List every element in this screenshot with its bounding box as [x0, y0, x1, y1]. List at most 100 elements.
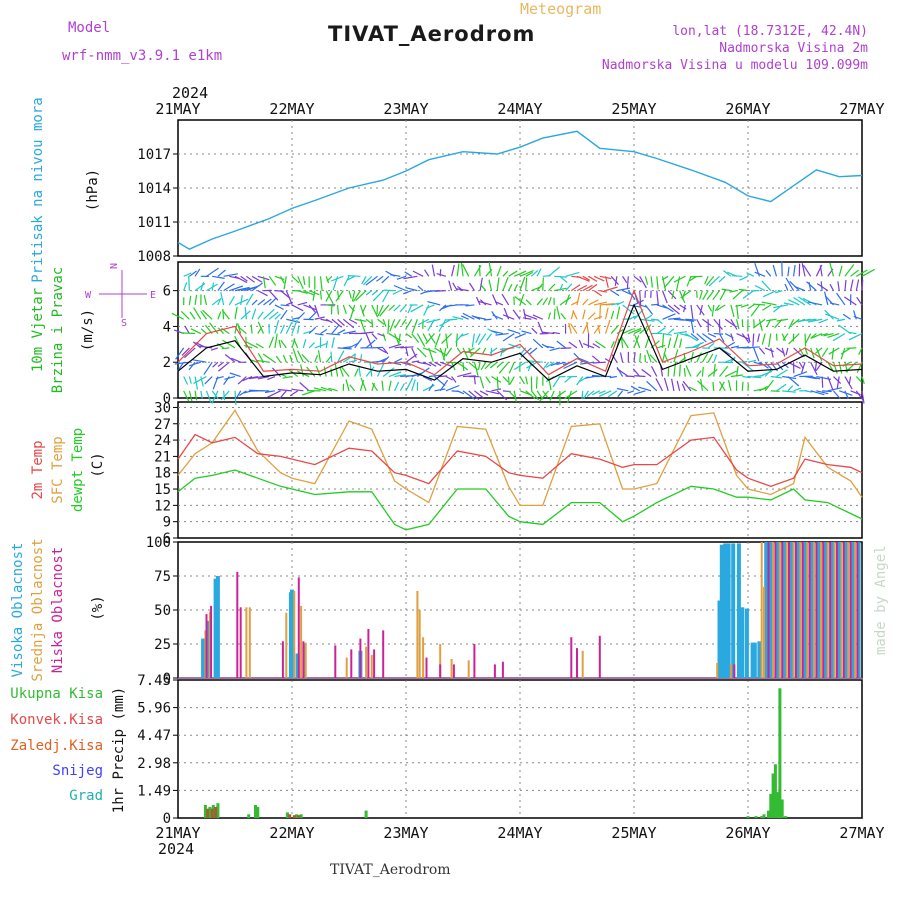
wind-barb [405, 347, 409, 357]
wind-barb [436, 273, 447, 277]
wind-barb [246, 275, 255, 283]
wind-barb [610, 310, 615, 320]
cloud-bar [822, 542, 825, 678]
wind-barb [634, 335, 641, 349]
precip-legend-3: Snijeg [52, 763, 103, 779]
wind-barb [488, 279, 493, 291]
wind-barb [833, 390, 841, 400]
cloud-bar [752, 642, 757, 678]
wind-barb [345, 379, 350, 391]
wind-barb [679, 338, 683, 349]
wind-barb [617, 390, 624, 398]
wind-barb [776, 383, 787, 392]
wind-barb [285, 322, 293, 334]
wind-barb [496, 277, 500, 291]
wind-barb [811, 333, 823, 339]
wind-barb [452, 316, 464, 320]
wind-barb [303, 290, 314, 296]
wind-barb [861, 279, 864, 291]
wind-barb [638, 386, 652, 392]
wind-barb [184, 347, 196, 359]
wind-barb [776, 318, 788, 322]
wind-barb [532, 338, 544, 349]
cloud-bar [205, 614, 208, 678]
pressure-ylabel: (hPa) [85, 169, 101, 211]
wind-barb [376, 304, 379, 315]
wind-barb [496, 361, 504, 368]
wind-barb [593, 324, 601, 334]
wind-barb [434, 376, 446, 387]
wind-barb [171, 312, 184, 320]
wind-barb [218, 361, 230, 372]
wind-barb [404, 271, 413, 277]
wind-barb [547, 376, 552, 391]
wind-barb [428, 347, 434, 362]
wind-barb [314, 354, 319, 363]
wind-barb [428, 383, 434, 392]
wind-barb [383, 289, 395, 292]
wind-barb [564, 376, 572, 383]
wind-barb [630, 385, 640, 392]
wind-barb [550, 361, 561, 367]
wind-barb [396, 275, 407, 280]
wind-barb [784, 283, 789, 291]
wind-barb [502, 276, 509, 291]
wind-barb [793, 296, 806, 306]
wind-barb [238, 326, 247, 335]
wind-barb [824, 291, 829, 306]
wind-barb [411, 333, 420, 343]
wind-barb [211, 298, 220, 306]
wind-barb [708, 275, 720, 287]
wind-barb [221, 347, 230, 350]
wind-barb [274, 304, 284, 310]
wind-barb [861, 376, 865, 384]
cloud-bar [774, 542, 777, 678]
wind-barb [299, 382, 310, 392]
wind-barb [426, 318, 441, 324]
model-name: wrf-nmm_v3.9.1 e1km [62, 48, 223, 64]
wind-barb [417, 285, 424, 292]
wind-barb [280, 324, 286, 334]
wind-barb [836, 376, 840, 389]
wind-barb [701, 366, 704, 377]
x-tick-label-top: 22MAY [269, 100, 314, 118]
wind-barb [633, 390, 646, 395]
wind-barb [422, 375, 433, 382]
wind-barb [702, 318, 712, 327]
precip-bar [203, 805, 207, 818]
wind-barb [488, 261, 493, 277]
wind-barb [616, 300, 625, 306]
wind-barb [257, 311, 264, 320]
wind-barb [297, 350, 304, 363]
cloud-bar [736, 543, 741, 678]
wind-gust-line [177, 288, 863, 376]
cloud-bar [849, 542, 852, 678]
wind-barb [639, 290, 642, 306]
wind-barb [398, 333, 401, 344]
cloud-high-label: Visoka Oblacnost [10, 543, 26, 678]
wind-barb [423, 269, 430, 277]
wind-barb [212, 275, 225, 279]
x-tick-label-top: 26MAY [725, 100, 770, 118]
cloud-bar [788, 542, 790, 678]
wind-barb [560, 347, 572, 349]
wind-barb [325, 290, 334, 305]
wind-barb [667, 290, 677, 300]
cloud-bar [782, 542, 787, 678]
pressure-title: Pritisak na nivou mora [30, 97, 46, 282]
wind-barb [832, 333, 846, 342]
temperature-ytick-label: 12 [154, 498, 171, 514]
wind-barb [246, 341, 259, 349]
wind-barb [531, 327, 538, 335]
wind-barb [736, 304, 739, 319]
wind-barb [456, 361, 469, 371]
wind-barb [237, 376, 247, 385]
wind-barb [764, 369, 772, 377]
year-bottom: 2024 [158, 840, 194, 858]
wind-barb [707, 304, 713, 312]
wind-barb [445, 384, 460, 392]
wind-barb [633, 275, 642, 283]
wind-barb [192, 359, 207, 363]
wind-barb [783, 302, 794, 306]
wind-barb [844, 390, 849, 399]
